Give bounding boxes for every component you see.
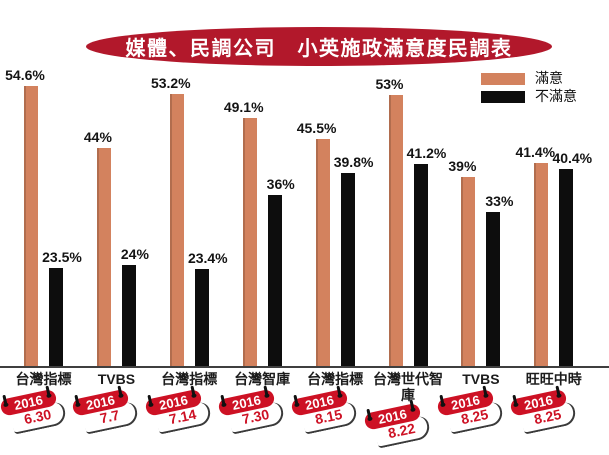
dissatisfied-value-label: 41.2% <box>406 145 447 161</box>
chart-area: 54.6% 23.5% 44% 24% 53.2% 23.4% 49.1% 36% 45.5% 3… <box>0 67 609 368</box>
satisfied-value-label: 44% <box>83 129 112 145</box>
satisfied-swatch <box>481 72 525 85</box>
dissatisfied-value-label: 39.8% <box>333 154 374 170</box>
satisfied-bar <box>96 148 111 366</box>
category-label: 台灣指標 <box>307 371 364 387</box>
dissatisfied-value-label: 40.4% <box>552 150 593 166</box>
dissatisfied-value-label: 36% <box>266 176 295 192</box>
satisfied-value-label: 53.2% <box>150 75 191 91</box>
category-label: 台灣指標 <box>161 371 218 387</box>
date-tag: 2016 7.7 <box>71 385 143 441</box>
date-tag: 2016 6.30 <box>0 385 70 441</box>
satisfied-bar <box>534 163 549 366</box>
legend-item-dissatisfied: 不滿意 <box>481 88 577 104</box>
dissatisfied-value-label: 23.4% <box>187 250 228 266</box>
satisfied-value-label: 39% <box>448 158 477 174</box>
satisfied-value-label: 54.6% <box>5 67 45 83</box>
dissatisfied-value-label: 23.5% <box>42 249 82 265</box>
category-labels: 台灣指標 TVBS 台灣指標 台灣智庫 台灣指標 台灣世代智庫 TVBS 旺旺中時 <box>0 371 609 405</box>
chart-title-banner: 媒體、民調公司 小英施政滿意度民調表 <box>86 27 552 66</box>
dissatisfied-value-label: 33% <box>485 193 514 209</box>
category-label: TVBS <box>97 371 136 387</box>
satisfied-bar <box>242 118 257 366</box>
pin-icon <box>1 394 7 406</box>
category-label: 台灣指標 <box>15 371 72 387</box>
satisfied-bar <box>388 95 403 366</box>
legend-item-satisfied: 滿意 <box>481 70 577 86</box>
satisfied-value-label: 49.1% <box>223 99 264 115</box>
pin-icon <box>439 394 445 406</box>
legend: 滿意 不滿意 <box>481 70 577 108</box>
satisfied-bar <box>169 94 184 366</box>
satisfied-bar <box>24 86 38 366</box>
pin-icon <box>409 399 415 411</box>
satisfied-value-label: 53% <box>375 76 404 92</box>
category-label: 台灣智庫 <box>234 371 291 387</box>
dissatisfied-bar <box>486 212 501 366</box>
date-tag: 2016 8.25 <box>509 385 580 441</box>
date-tag: 2016 7.14 <box>144 385 216 441</box>
date-tag: 2016 8.15 <box>290 385 361 441</box>
date-tag: 2016 8.22 <box>363 399 434 455</box>
legend-label-satisfied: 滿意 <box>535 70 563 86</box>
date-tags: 2016 6.30 2016 7.7 2016 7.14 2016 7.30 2016 8.15 2… <box>0 385 609 451</box>
dissatisfied-bar <box>49 268 63 366</box>
dissatisfied-bar <box>340 173 355 366</box>
satisfied-value-label: 45.5% <box>296 120 337 136</box>
dissatisfied-value-label: 24% <box>120 246 149 262</box>
date-tag: 2016 8.25 <box>436 385 507 441</box>
dissatisfied-bar <box>267 195 282 366</box>
dissatisfied-swatch <box>481 90 525 103</box>
satisfied-bar <box>461 177 476 366</box>
chart-title: 媒體、民調公司 小英施政滿意度民調表 <box>125 38 513 60</box>
legend-label-dissatisfied: 不滿意 <box>535 88 577 104</box>
dissatisfied-bar <box>194 269 209 366</box>
dissatisfied-bar <box>413 164 428 366</box>
date-tag: 2016 7.30 <box>217 385 289 441</box>
satisfied-value-label: 41.4% <box>515 144 556 160</box>
dissatisfied-bar <box>559 169 574 366</box>
satisfied-bar <box>315 139 330 366</box>
dissatisfied-bar <box>121 265 136 366</box>
pin-icon <box>512 394 518 406</box>
category-label: TVBS <box>462 371 500 387</box>
category-label: 旺旺中時 <box>525 371 582 387</box>
